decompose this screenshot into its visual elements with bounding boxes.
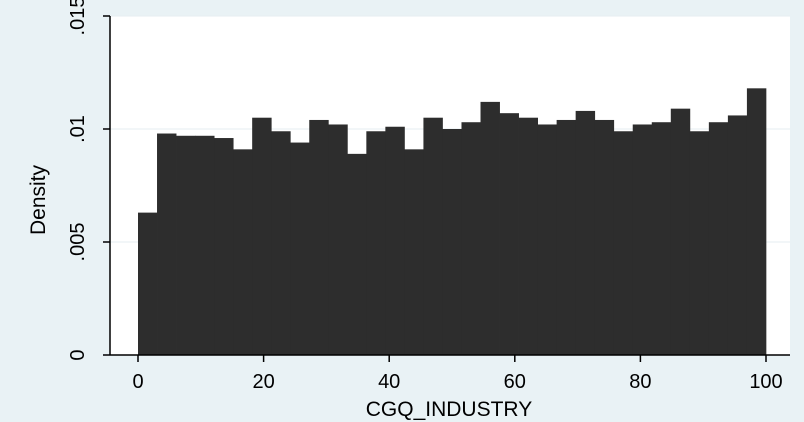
histogram-bar-19	[499, 113, 519, 356]
y-axis-ticks: 0 .005 .01 .015	[67, 0, 110, 361]
histogram-bar-11	[347, 153, 367, 355]
histogram-bar-25	[613, 131, 634, 355]
histogram-bar-29	[689, 131, 710, 355]
x-tick-label: 0	[132, 371, 143, 393]
histogram-bars	[138, 88, 767, 356]
histogram-bar-18	[480, 101, 500, 355]
x-tick-label: 20	[252, 371, 274, 393]
y-tick-label: 0	[67, 349, 89, 360]
histogram-bar-24	[594, 119, 615, 356]
x-axis-title: CGQ_INDUSTRY	[366, 398, 532, 421]
x-tick-label: 40	[378, 371, 400, 393]
y-tick-label: .01	[67, 115, 89, 143]
histogram-bar-28	[670, 108, 691, 355]
histogram-bar-27	[651, 122, 672, 355]
histogram-bar-23	[575, 110, 596, 355]
histogram-bar-31	[727, 115, 748, 355]
histogram-bar-30	[708, 122, 729, 355]
histogram-bar-12	[366, 131, 386, 355]
histogram-bar-7	[271, 131, 291, 355]
histogram-bar-14	[404, 149, 424, 355]
histogram-bar-26	[632, 124, 653, 355]
histogram-bar-2	[176, 135, 196, 355]
histogram-bar-20	[518, 117, 538, 355]
histogram-bar-10	[328, 124, 348, 355]
histogram-bar-16	[442, 129, 462, 355]
x-tick-label: 100	[749, 371, 782, 393]
histogram-bar-9	[309, 119, 329, 356]
histogram-bar-21	[537, 124, 558, 355]
y-axis-title: Density	[27, 164, 50, 235]
histogram-bar-13	[385, 126, 405, 356]
histogram-bar-4	[214, 138, 234, 355]
x-tick-label: 60	[504, 371, 526, 393]
histogram-bar-22	[556, 119, 577, 356]
y-tick-label: .005	[67, 223, 89, 262]
x-tick-label: 80	[629, 371, 651, 393]
histogram-bar-5	[233, 149, 253, 355]
y-tick-label: .015	[67, 0, 89, 35]
histogram-bar-6	[252, 117, 272, 355]
histogram-bar-8	[290, 142, 310, 355]
histogram-bar-17	[461, 122, 481, 355]
histogram-bar-1	[157, 133, 177, 355]
x-axis-ticks: 0 20 40 60 80 100	[132, 355, 783, 393]
histogram-bar-32	[746, 88, 767, 355]
histogram-bar-15	[423, 117, 443, 355]
histogram-bar-0	[138, 212, 158, 355]
histogram-bar-3	[195, 135, 215, 355]
